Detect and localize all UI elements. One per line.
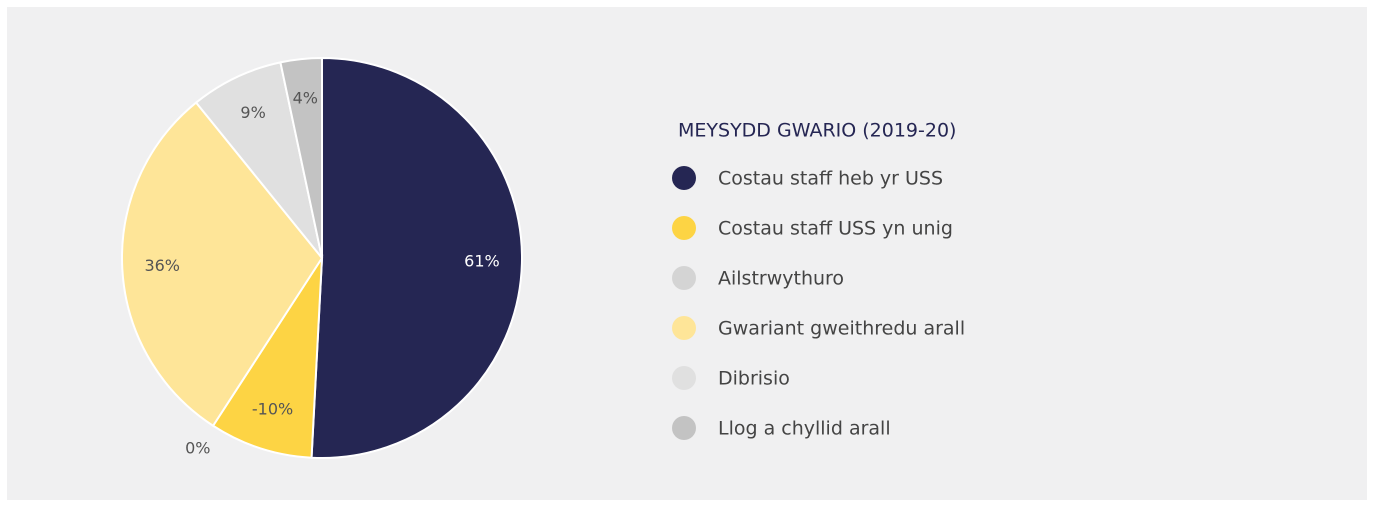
legend-title: MEYSYDD GWARIO (2019-20) [678, 120, 956, 142]
slice-label: 61% [464, 252, 500, 271]
pie-slice [121, 101, 324, 428]
legend-label: Costau staff USS yn unig [718, 218, 953, 240]
slice-label: 9% [240, 103, 265, 122]
legend-label: Costau staff heb yr USS [718, 168, 943, 190]
legend-swatch [672, 266, 696, 290]
legend-label: Gwariant gweithredu arall [718, 318, 965, 340]
legend-label: Dibrisio [718, 368, 790, 390]
legend-swatch [672, 416, 696, 440]
pie-slice [211, 254, 324, 459]
legend-swatch [672, 216, 696, 240]
legend-swatch [672, 166, 696, 190]
slice-label: 4% [293, 88, 318, 107]
pie-slice [279, 56, 323, 259]
legend-swatch [672, 366, 696, 390]
legend-swatch [672, 316, 696, 340]
pie-slice [310, 56, 523, 459]
legend-label: Llog a chyllid arall [718, 418, 891, 440]
slice-label: 36% [144, 256, 180, 275]
slice-label: -10% [252, 400, 293, 419]
slice-label: 0% [185, 439, 210, 458]
legend-label: Ailstrwythuro [718, 268, 844, 290]
